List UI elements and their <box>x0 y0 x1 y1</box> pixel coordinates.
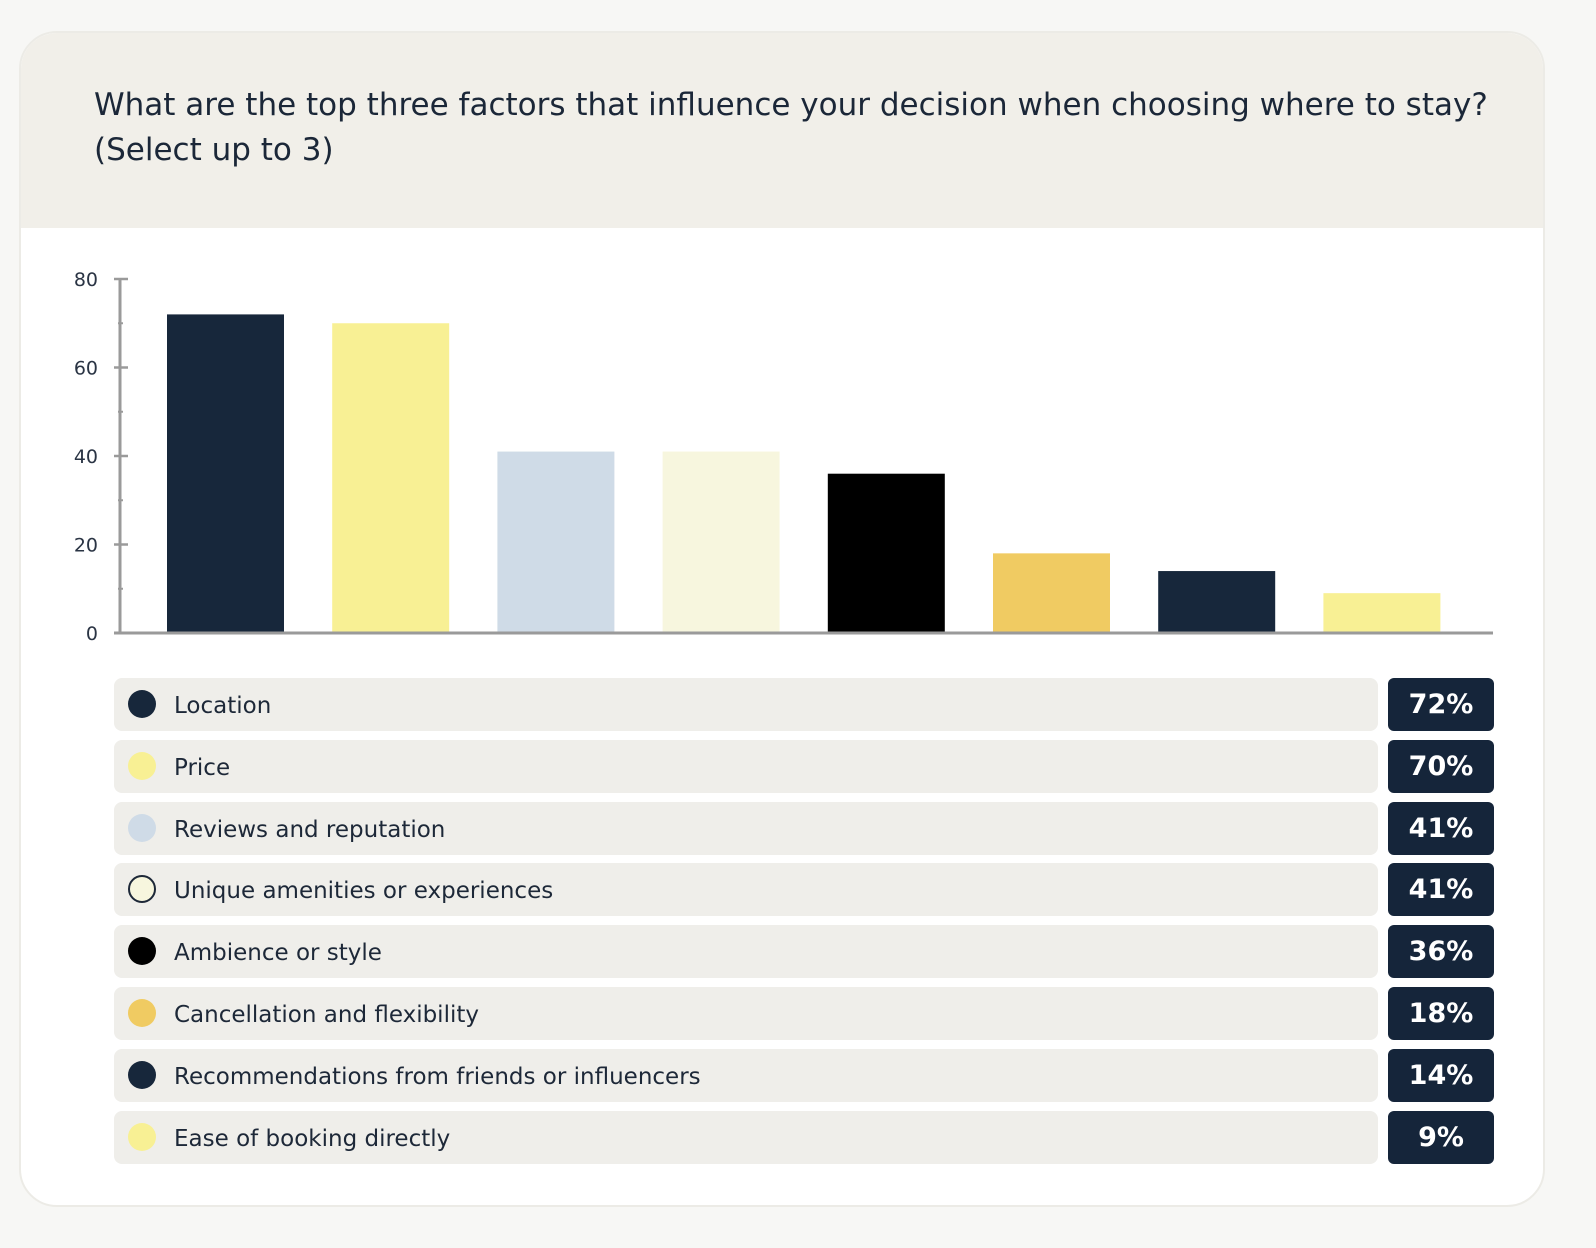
legend-row-background: Recommendations from friends or influenc… <box>114 1048 1378 1102</box>
legend-label: Unique amenities or experiences <box>174 878 554 905</box>
bar-ambience-or-style <box>827 473 945 633</box>
legend-row-background: Ambience or style <box>114 925 1378 979</box>
bar-unique-amenities-or-experiences <box>662 451 780 633</box>
legend-swatch-dot <box>128 690 156 718</box>
legend-row-recommendations-from-friends-or-influencers: Recommendations from friends or influenc… <box>114 1048 1494 1102</box>
legend-row-background: Ease of booking directly <box>114 1110 1378 1164</box>
bar-cancellation-and-flexibility <box>993 553 1110 633</box>
y-tick-label: 40 <box>74 446 98 468</box>
legend-row-cancellation-and-flexibility: Cancellation and flexibility 18% <box>114 987 1494 1040</box>
bar-price <box>332 323 450 633</box>
legend-label: Ambience or style <box>174 940 382 967</box>
y-tick-label: 60 <box>74 358 98 380</box>
legend-row-location: Location 72% <box>114 678 1494 731</box>
y-tick-label: 20 <box>74 535 98 557</box>
legend-value-badge: 9% <box>1388 1110 1494 1164</box>
card-header: What are the top three factors that infl… <box>21 33 1543 228</box>
legend-swatch-dot <box>128 1060 156 1089</box>
legend-row-reviews-and-reputation: Reviews and reputation 41% <box>114 801 1494 855</box>
legend-row-background: Reviews and reputation <box>114 801 1378 855</box>
legend-row-ambience-or-style: Ambience or style 36% <box>114 925 1494 979</box>
legend-label: Recommendations from friends or influenc… <box>174 1063 701 1090</box>
bar-recommendations-from-friends-or-influencers <box>1158 571 1276 633</box>
legend-swatch-dot <box>128 813 156 842</box>
legend-row-background: Cancellation and flexibility <box>114 987 1378 1040</box>
legend-value-badge: 41% <box>1388 801 1494 855</box>
legend-row-unique-amenities-or-experiences: Unique amenities or experiences 41% <box>114 863 1494 917</box>
legend-label: Reviews and reputation <box>174 816 446 843</box>
legend-value-badge: 36% <box>1388 925 1494 979</box>
legend-label: Location <box>174 693 272 719</box>
legend-swatch-dot <box>128 751 156 780</box>
legend-swatch-dot <box>128 1122 156 1151</box>
legend-row-price: Price 70% <box>114 739 1494 793</box>
legend-label: Price <box>174 754 231 781</box>
survey-card: What are the top three factors that infl… <box>19 31 1545 1207</box>
legend-swatch-dot <box>128 937 156 966</box>
bar-chart: 0 20 40 60 80 <box>74 269 1493 645</box>
legend-row-ease-of-booking-directly: Ease of booking directly 9% <box>114 1110 1494 1164</box>
y-tick-label: 80 <box>74 269 98 291</box>
bar-location <box>167 314 284 633</box>
legend-value-badge: 72% <box>1388 678 1494 731</box>
legend-label: Ease of booking directly <box>174 1125 451 1152</box>
legend-swatch-dot <box>128 875 156 904</box>
question-title: What are the top three factors that infl… <box>94 87 1488 168</box>
legend-swatch-dot <box>128 999 156 1027</box>
legend-label: Cancellation and flexibility <box>174 1002 479 1028</box>
legend-row-background: Price <box>114 739 1378 793</box>
legend-value-badge: 41% <box>1388 863 1494 917</box>
legend-value-badge: 14% <box>1388 1048 1494 1102</box>
legend-value-badge: 18% <box>1388 987 1494 1040</box>
y-tick-label: 0 <box>86 623 98 645</box>
bar-reviews-and-reputation <box>497 451 615 633</box>
legend-row-background: Unique amenities or experiences <box>114 863 1378 917</box>
legend-value-badge: 70% <box>1388 739 1494 793</box>
bar-ease-of-booking-directly <box>1323 593 1441 633</box>
legend-row-background: Location <box>114 678 1378 731</box>
